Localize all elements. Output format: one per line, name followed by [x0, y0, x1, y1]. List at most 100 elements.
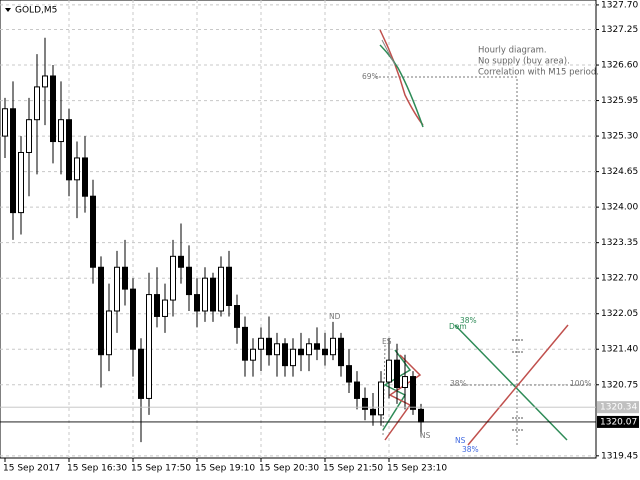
- x-tick-label: 15 Sep 16:30: [67, 464, 127, 474]
- candle-body: [410, 376, 416, 410]
- candle-body: [130, 288, 136, 350]
- candle-body: [146, 294, 152, 399]
- y-tick-label: 1319.45: [601, 451, 638, 461]
- candle-body: [306, 343, 312, 356]
- note-line: Hourly diagram.: [478, 46, 547, 56]
- dropdown-icon: [5, 8, 11, 12]
- candle-body: [386, 359, 392, 383]
- candle-body: [394, 359, 400, 388]
- candle-body: [18, 151, 24, 214]
- candle-body: [154, 294, 160, 317]
- candle-body: [218, 266, 224, 312]
- candle-body: [194, 294, 200, 312]
- signal-label: ES: [382, 337, 392, 346]
- candle-body: [178, 255, 184, 268]
- level-label: 38%: [450, 379, 467, 388]
- candle-body: [298, 348, 304, 356]
- candle-body: [210, 277, 216, 312]
- note-line: No supply (buy area).: [478, 57, 570, 67]
- candle-body: [274, 343, 280, 356]
- price-label-box: [597, 401, 639, 414]
- signal-label: ND: [329, 312, 341, 321]
- price-label-box: [597, 415, 639, 428]
- candle-body: [362, 397, 368, 410]
- plot-frame: [0, 0, 597, 459]
- candle-body: [370, 408, 376, 416]
- dashed-guide: [375, 76, 518, 445]
- candle-body: [98, 266, 104, 356]
- x-tick-label: 15 Sep 2017: [3, 464, 60, 474]
- signal-label: NS: [420, 431, 431, 440]
- candle-body: [114, 266, 120, 312]
- green-line: [454, 324, 568, 441]
- candle-body: [66, 119, 72, 181]
- price-label: 1320.34: [600, 403, 637, 413]
- y-tick-label: 1326.60: [601, 61, 638, 71]
- candle-body: [418, 408, 424, 423]
- candle-body: [378, 381, 384, 416]
- candle-body: [162, 299, 168, 317]
- y-tick-label: 1322.70: [601, 274, 638, 284]
- candle-body: [330, 337, 336, 356]
- candle-body: [258, 337, 264, 350]
- candle-body: [354, 381, 360, 399]
- y-tick-label: 1321.40: [601, 345, 638, 355]
- y-tick-label: 1327.25: [601, 25, 638, 35]
- candle-body: [250, 348, 256, 361]
- candle-body: [34, 86, 40, 121]
- candle-body: [170, 255, 176, 301]
- candle-body: [26, 119, 32, 153]
- candles: [2, 37, 424, 443]
- y-tick-label: 1325.30: [601, 132, 638, 142]
- level-label: 38%: [462, 445, 479, 454]
- symbol-label: GOLD,M5: [15, 6, 57, 16]
- candle-body: [58, 119, 64, 143]
- ticks-marks: [512, 339, 524, 431]
- level-label: 69%: [362, 72, 379, 81]
- candle-body: [42, 75, 48, 88]
- candle-body: [202, 277, 208, 312]
- level-label: 100%: [570, 379, 591, 388]
- candle-body: [90, 195, 96, 268]
- candle-body: [338, 337, 344, 367]
- candle-body: [186, 266, 192, 296]
- candle-body: [138, 348, 144, 399]
- note-line: Correlation with M15 period.: [478, 68, 599, 78]
- candle-body: [106, 310, 112, 356]
- y-tick-label: 1322.05: [601, 309, 638, 319]
- y-tick-label: 1324.65: [601, 167, 638, 177]
- x-tick-label: 15 Sep 23:10: [387, 464, 447, 474]
- candle-body: [282, 343, 288, 367]
- candle-body: [10, 108, 16, 214]
- y-tick-label: 1324.00: [601, 203, 638, 213]
- x-tick-label: 15 Sep 21:50: [323, 464, 383, 474]
- price-label: 1320.07: [600, 417, 637, 427]
- y-tick-label: 1325.95: [601, 96, 638, 106]
- candle-body: [266, 337, 272, 356]
- red-zigzag: [384, 354, 422, 441]
- grid: [0, 0, 596, 458]
- green-curve: [379, 44, 424, 128]
- candle-body: [346, 365, 352, 383]
- x-tick-label: 15 Sep 20:30: [259, 464, 319, 474]
- candle-body: [50, 75, 56, 143]
- x-tick-label: 15 Sep 19:10: [195, 464, 255, 474]
- candle-body: [242, 326, 248, 361]
- candle-body: [2, 108, 8, 137]
- red-line: [467, 324, 569, 446]
- x-tick-label: 15 Sep 17:50: [131, 464, 191, 474]
- gray-curve: [381, 39, 396, 66]
- candle-body: [74, 157, 80, 181]
- y-tick-label: 1327.70: [601, 0, 638, 10]
- candle-body: [402, 376, 408, 388]
- y-tick-label: 1320.75: [601, 380, 638, 390]
- candle-body: [314, 343, 320, 350]
- candle-body: [122, 266, 128, 290]
- candle-body: [290, 348, 296, 367]
- candle-body: [234, 305, 240, 328]
- candle-body: [82, 157, 88, 197]
- y-tick-label: 1323.35: [601, 238, 638, 248]
- dem-label: Dem: [449, 322, 467, 331]
